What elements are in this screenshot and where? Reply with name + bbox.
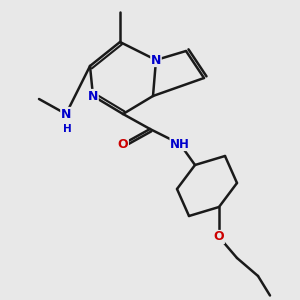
Text: H: H <box>63 124 72 134</box>
Text: O: O <box>214 230 224 244</box>
Text: O: O <box>118 137 128 151</box>
Text: NH: NH <box>170 137 190 151</box>
Text: N: N <box>88 89 98 103</box>
Text: N: N <box>151 53 161 67</box>
Text: N: N <box>61 107 71 121</box>
